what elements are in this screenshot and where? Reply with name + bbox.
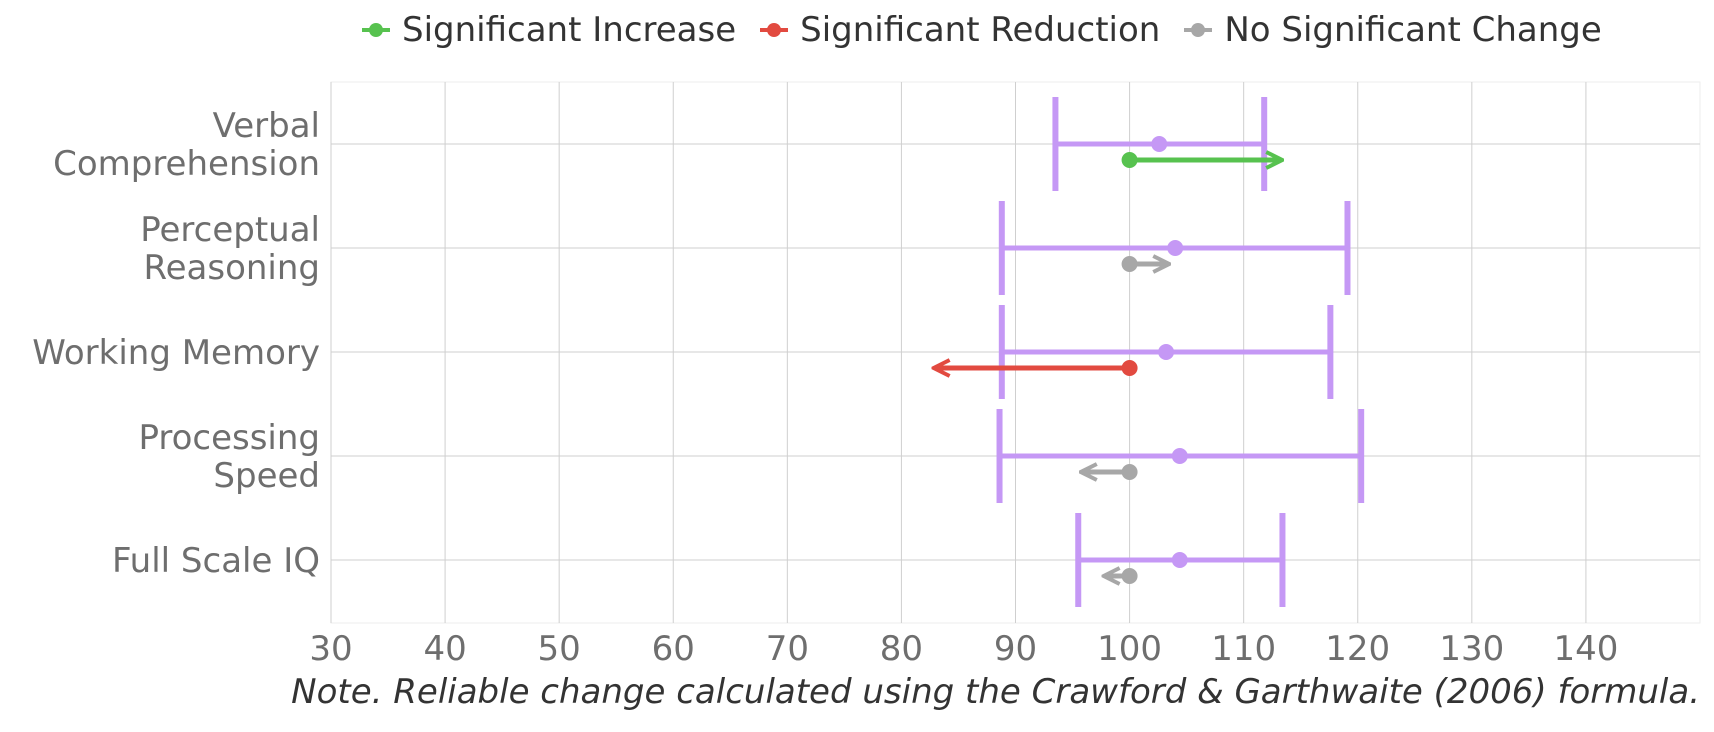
- y-tick-label-4: Full Scale IQ: [112, 541, 320, 581]
- x-tick-label-90: 90: [994, 629, 1037, 669]
- row-1: [998, 201, 1351, 295]
- y-tick-label-line: Comprehension: [53, 144, 320, 184]
- y-tick-label-line: Verbal: [213, 106, 320, 146]
- legend-label-no-change: No Significant Change: [1224, 10, 1602, 50]
- y-tick-label-2: Working Memory: [32, 333, 320, 373]
- baseline-point: [1121, 464, 1138, 480]
- baseline-point: [1121, 152, 1138, 168]
- legend: Significant Increase Significant Reducti…: [360, 8, 1624, 52]
- x-tick-label-70: 70: [766, 629, 809, 669]
- score-point: [1158, 344, 1175, 360]
- legend-item-no-change: No Significant Change: [1182, 10, 1602, 50]
- x-tick-label-130: 130: [1439, 629, 1504, 669]
- y-tick-label-line: Speed: [213, 456, 320, 496]
- baseline-point: [1121, 256, 1138, 272]
- x-axis-labels: 30 40 50 60 70 80 90 100 110 120 130 140: [309, 629, 1618, 669]
- y-axis-labels: Verbal Comprehension Perceptual Reasoning Wo…: [32, 106, 320, 581]
- legend-label-increase: Significant Increase: [402, 10, 737, 50]
- legend-marker-increase: [362, 23, 390, 37]
- x-tick-label-110: 110: [1211, 629, 1276, 669]
- y-tick-label-1: Perceptual Reasoning: [140, 210, 320, 288]
- row-4: [1075, 513, 1286, 607]
- x-tick-label-40: 40: [423, 629, 466, 669]
- row-0: [1052, 97, 1280, 191]
- row-2: [936, 305, 1334, 399]
- score-point: [1151, 136, 1168, 152]
- y-tick-label-0: Verbal Comprehension: [53, 106, 320, 184]
- x-tick-label-100: 100: [1097, 629, 1162, 669]
- y-tick-label-line: Full Scale IQ: [112, 541, 320, 581]
- baseline-point: [1121, 360, 1138, 376]
- y-tick-label-line: Working Memory: [32, 333, 320, 373]
- chart-note: Note. Reliable change calculated using t…: [291, 672, 1700, 712]
- score-point: [1167, 240, 1184, 256]
- data-marks: [936, 97, 1365, 607]
- y-tick-label-line: Reasoning: [144, 248, 321, 288]
- y-tick-label-line: Processing: [138, 418, 320, 458]
- legend-item-increase: Significant Increase: [360, 10, 736, 50]
- legend-item-reduction: Significant Reduction: [758, 10, 1160, 50]
- y-tick-label-line: Perceptual: [140, 210, 320, 250]
- baseline-point: [1121, 568, 1138, 584]
- score-point: [1171, 448, 1188, 464]
- x-tick-label-140: 140: [1553, 629, 1618, 669]
- legend-label-reduction: Significant Reduction: [800, 10, 1161, 50]
- x-tick-label-30: 30: [309, 629, 352, 669]
- row-3: [996, 409, 1365, 503]
- x-tick-label-50: 50: [538, 629, 581, 669]
- legend-marker-no-change: [1184, 23, 1213, 37]
- legend-marker-reduction: [760, 23, 789, 37]
- x-tick-label-80: 80: [880, 629, 923, 669]
- y-tick-label-3: Processing Speed: [138, 418, 320, 496]
- score-point: [1171, 552, 1188, 568]
- x-tick-label-60: 60: [652, 629, 695, 669]
- x-tick-label-120: 120: [1325, 629, 1390, 669]
